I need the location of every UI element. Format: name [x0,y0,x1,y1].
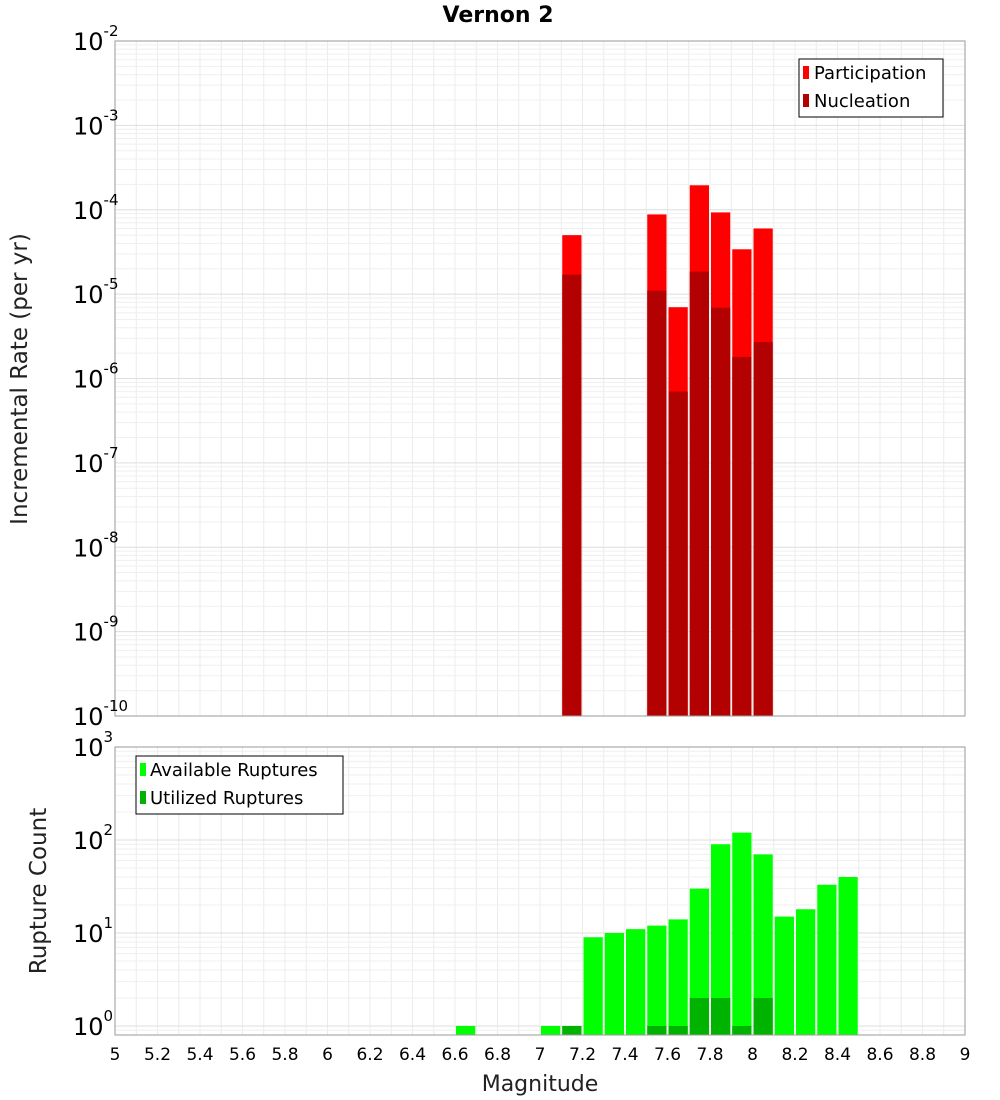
bottom-y-axis-label: Rupture Count [26,808,52,974]
count-available-ruptures-bar [774,916,794,1035]
rate-nucleation-bar [732,356,752,716]
x-tick-label: 7.6 [654,1045,681,1065]
x-tick-label: 7.2 [569,1045,596,1065]
count-utilized-ruptures-bar [753,997,773,1035]
legend-label-available-ruptures: Available Ruptures [150,760,318,781]
bottom-y-tick-label: 102 [73,821,113,855]
legend-swatch-nucleation [803,94,809,107]
count-available-ruptures-bar [668,919,688,1035]
count-utilized-ruptures-bar [711,997,731,1035]
count-available-ruptures-bar [732,832,752,1035]
count-available-ruptures-bar [604,932,624,1035]
x-tick-label: 5.2 [144,1045,171,1065]
bottom-legend-box [135,755,344,815]
top-y-tick-label: 10-6 [73,360,119,394]
top-y-tick-label: 10-10 [73,697,128,731]
x-tick-label: 6.8 [484,1045,511,1065]
rate-nucleation-bar [668,391,688,716]
legend-swatch-participation [803,66,809,79]
x-tick-label: 7.4 [611,1045,638,1065]
top-legend: Participation Nucleation [798,58,944,118]
x-tick-label: 7 [535,1045,546,1065]
rate-nucleation-bar [562,274,582,716]
top-y-tick-label: 10-9 [73,613,119,647]
count-utilized-ruptures-bar [668,1025,688,1035]
x-tick-label: 8 [747,1045,758,1065]
top-plot-bars [562,185,773,717]
top-y-tick-label: 10-3 [73,106,119,140]
x-tick-label: 6.4 [399,1045,426,1065]
bottom-y-axis-ticks: 103 102 101 100 [73,728,113,1041]
bottom-y-tick-label: 101 [73,914,113,948]
bottom-y-tick-label: 100 [73,1007,113,1041]
legend-swatch-utilized-ruptures [140,791,146,804]
x-axis-label: Magnitude [482,1072,599,1097]
count-utilized-ruptures-bar [562,1025,582,1035]
x-tick-label: 8.6 [866,1045,893,1065]
bottom-plot-area [114,746,966,1036]
count-available-ruptures-bar [711,844,731,1035]
x-tick-label: 6 [322,1045,333,1065]
top-y-tick-label: 10-2 [73,22,119,56]
top-y-axis-label: Incremental Rate (per yr) [7,233,33,525]
x-tick-label: 8.4 [824,1045,851,1065]
top-y-tick-label: 10-7 [73,444,119,478]
rate-nucleation-bar [711,307,731,716]
legend-label-nucleation: Nucleation [814,91,910,112]
count-available-ruptures-bar [838,877,858,1035]
top-legend-box [798,58,944,118]
count-available-ruptures-bar [796,909,816,1035]
x-tick-label: 9 [960,1045,971,1065]
count-available-ruptures-bar [456,1025,476,1035]
top-y-tick-label: 10-5 [73,275,119,309]
x-tick-label: 8.2 [781,1045,808,1065]
x-tick-label: 8.8 [909,1045,936,1065]
x-tick-label: 5.8 [271,1045,298,1065]
top-plot-gridlines [114,40,966,717]
top-y-tick-label: 10-4 [73,191,119,225]
x-tick-label: 5 [110,1045,121,1065]
count-utilized-ruptures-bar [647,1025,667,1035]
top-y-tick-label: 10-8 [73,528,119,562]
count-available-ruptures-bar [626,929,646,1035]
rate-nucleation-bar [647,290,667,716]
count-utilized-ruptures-bar [689,997,709,1035]
top-y-axis-ticks: 10-2 10-3 10-4 10-5 10-6 10-7 10-8 10-9 10-10 [73,22,128,731]
legend-swatch-available-ruptures [140,763,146,776]
rate-nucleation-bar [689,271,709,716]
top-plot-area [114,40,966,717]
bottom-plot-bars [456,832,858,1035]
x-tick-label: 6.2 [356,1045,383,1065]
x-tick-label: 5.6 [229,1045,256,1065]
x-axis-ticks: 5 5.2 5.4 5.6 5.8 6 6.2 6.4 6.6 6.8 7 7.2 7.4 7.6 7.8 8… [110,1045,971,1065]
count-available-ruptures-bar [817,884,837,1035]
x-tick-label: 6.6 [441,1045,468,1065]
rate-nucleation-bar [753,342,773,716]
count-available-ruptures-bar [647,925,667,1035]
x-tick-label: 5.4 [186,1045,213,1065]
count-available-ruptures-bar [753,854,773,1035]
chart-title: Vernon 2 [443,3,554,28]
bottom-legend: Available Ruptures Utilized Ruptures [135,755,344,815]
bottom-y-tick-label: 103 [73,728,113,762]
count-utilized-ruptures-bar [732,1025,752,1035]
count-available-ruptures-bar [583,937,603,1035]
x-tick-label: 7.8 [696,1045,723,1065]
legend-label-participation: Participation [814,63,926,84]
legend-label-utilized-ruptures: Utilized Ruptures [150,788,303,809]
count-available-ruptures-bar [541,1025,561,1035]
